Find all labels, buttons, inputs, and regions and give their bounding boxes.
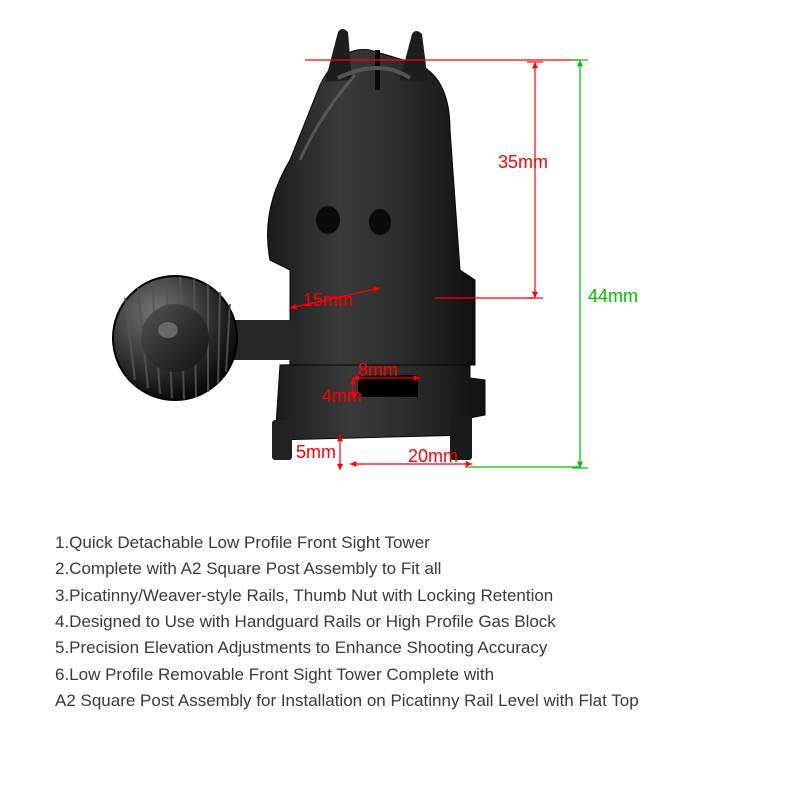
feature-line: 2.Complete with A2 Square Post Assembly … <box>55 556 750 582</box>
feature-line: 5.Precision Elevation Adjustments to Enh… <box>55 635 750 661</box>
feature-line: 6.Low Profile Removable Front Sight Towe… <box>55 662 750 688</box>
product-illustration <box>90 20 530 480</box>
feature-line: 3.Picatinny/Weaver-style Rails, Thumb Nu… <box>55 583 750 609</box>
feature-line: A2 Square Post Assembly for Installation… <box>55 688 750 714</box>
dim-4mm: 4mm <box>322 386 362 407</box>
feature-list: 1.Quick Detachable Low Profile Front Sig… <box>55 530 750 714</box>
dim-35mm: 35mm <box>498 152 548 173</box>
page-canvas: 44mm 35mm 15mm 8mm 4mm 5mm 20mm 1.Quick … <box>0 0 800 800</box>
feature-line: 1.Quick Detachable Low Profile Front Sig… <box>55 530 750 556</box>
feature-line: 4.Designed to Use with Handguard Rails o… <box>55 609 750 635</box>
dim-8mm: 8mm <box>358 360 398 381</box>
dim-5mm: 5mm <box>296 442 336 463</box>
dim-20mm: 20mm <box>408 446 458 467</box>
dim-44mm: 44mm <box>588 286 638 307</box>
dim-15mm: 15mm <box>303 290 353 311</box>
